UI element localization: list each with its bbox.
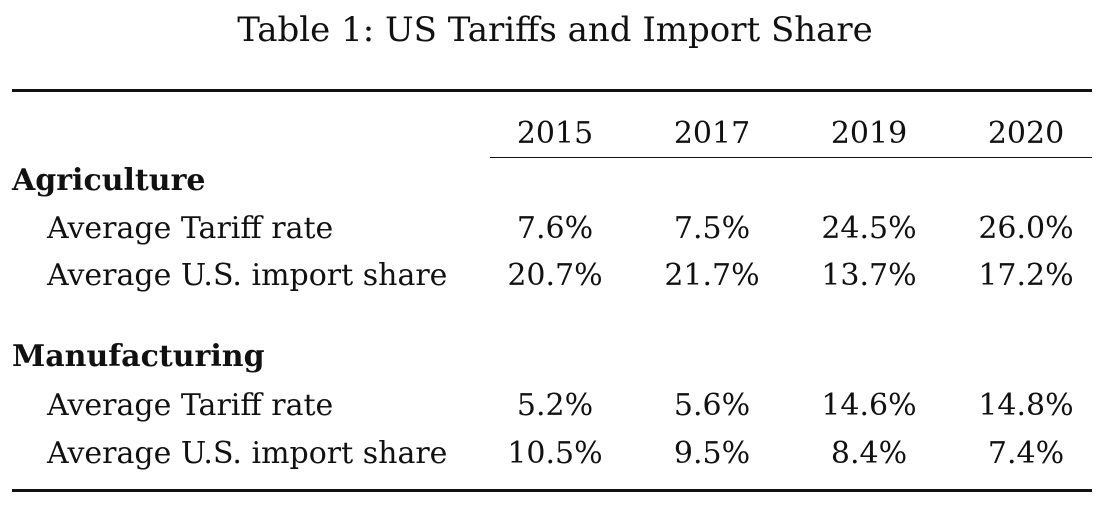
table-cell: 5.6% — [673, 388, 751, 423]
table-cell: 24.5% — [821, 211, 917, 246]
table-cell: 7.5% — [673, 211, 751, 246]
column-header-year: 2017 — [673, 116, 751, 151]
table-cell: 10.5% — [507, 436, 603, 471]
section-title-manufacturing: Manufacturing — [12, 339, 265, 374]
table-cell: 5.2% — [516, 388, 594, 423]
header-underline-rule — [490, 157, 1092, 158]
table-caption: Table 1: US Tariffs and Import Share — [237, 10, 873, 50]
column-header-year: 2020 — [987, 116, 1065, 151]
table-cell: 7.4% — [987, 436, 1065, 471]
table-cell: 13.7% — [821, 258, 917, 293]
row-label: Average Tariff rate — [47, 388, 334, 423]
column-header-year: 2015 — [516, 116, 594, 151]
table-cell: 21.7% — [664, 258, 760, 293]
table-cell: 14.8% — [978, 388, 1074, 423]
section-title-agriculture: Agriculture — [12, 163, 206, 198]
table-cell: 7.6% — [516, 211, 594, 246]
row-label: Average U.S. import share — [47, 258, 448, 293]
table-top-rule — [12, 89, 1092, 92]
row-label: Average U.S. import share — [47, 436, 448, 471]
column-header-year: 2019 — [830, 116, 908, 151]
row-label: Average Tariff rate — [47, 211, 334, 246]
table-cell: 26.0% — [978, 211, 1074, 246]
table-cell: 17.2% — [978, 258, 1074, 293]
table-cell: 9.5% — [673, 436, 751, 471]
table-cell: 14.6% — [821, 388, 917, 423]
table-bottom-rule — [12, 489, 1092, 492]
table-cell: 20.7% — [507, 258, 603, 293]
table-cell: 8.4% — [830, 436, 908, 471]
